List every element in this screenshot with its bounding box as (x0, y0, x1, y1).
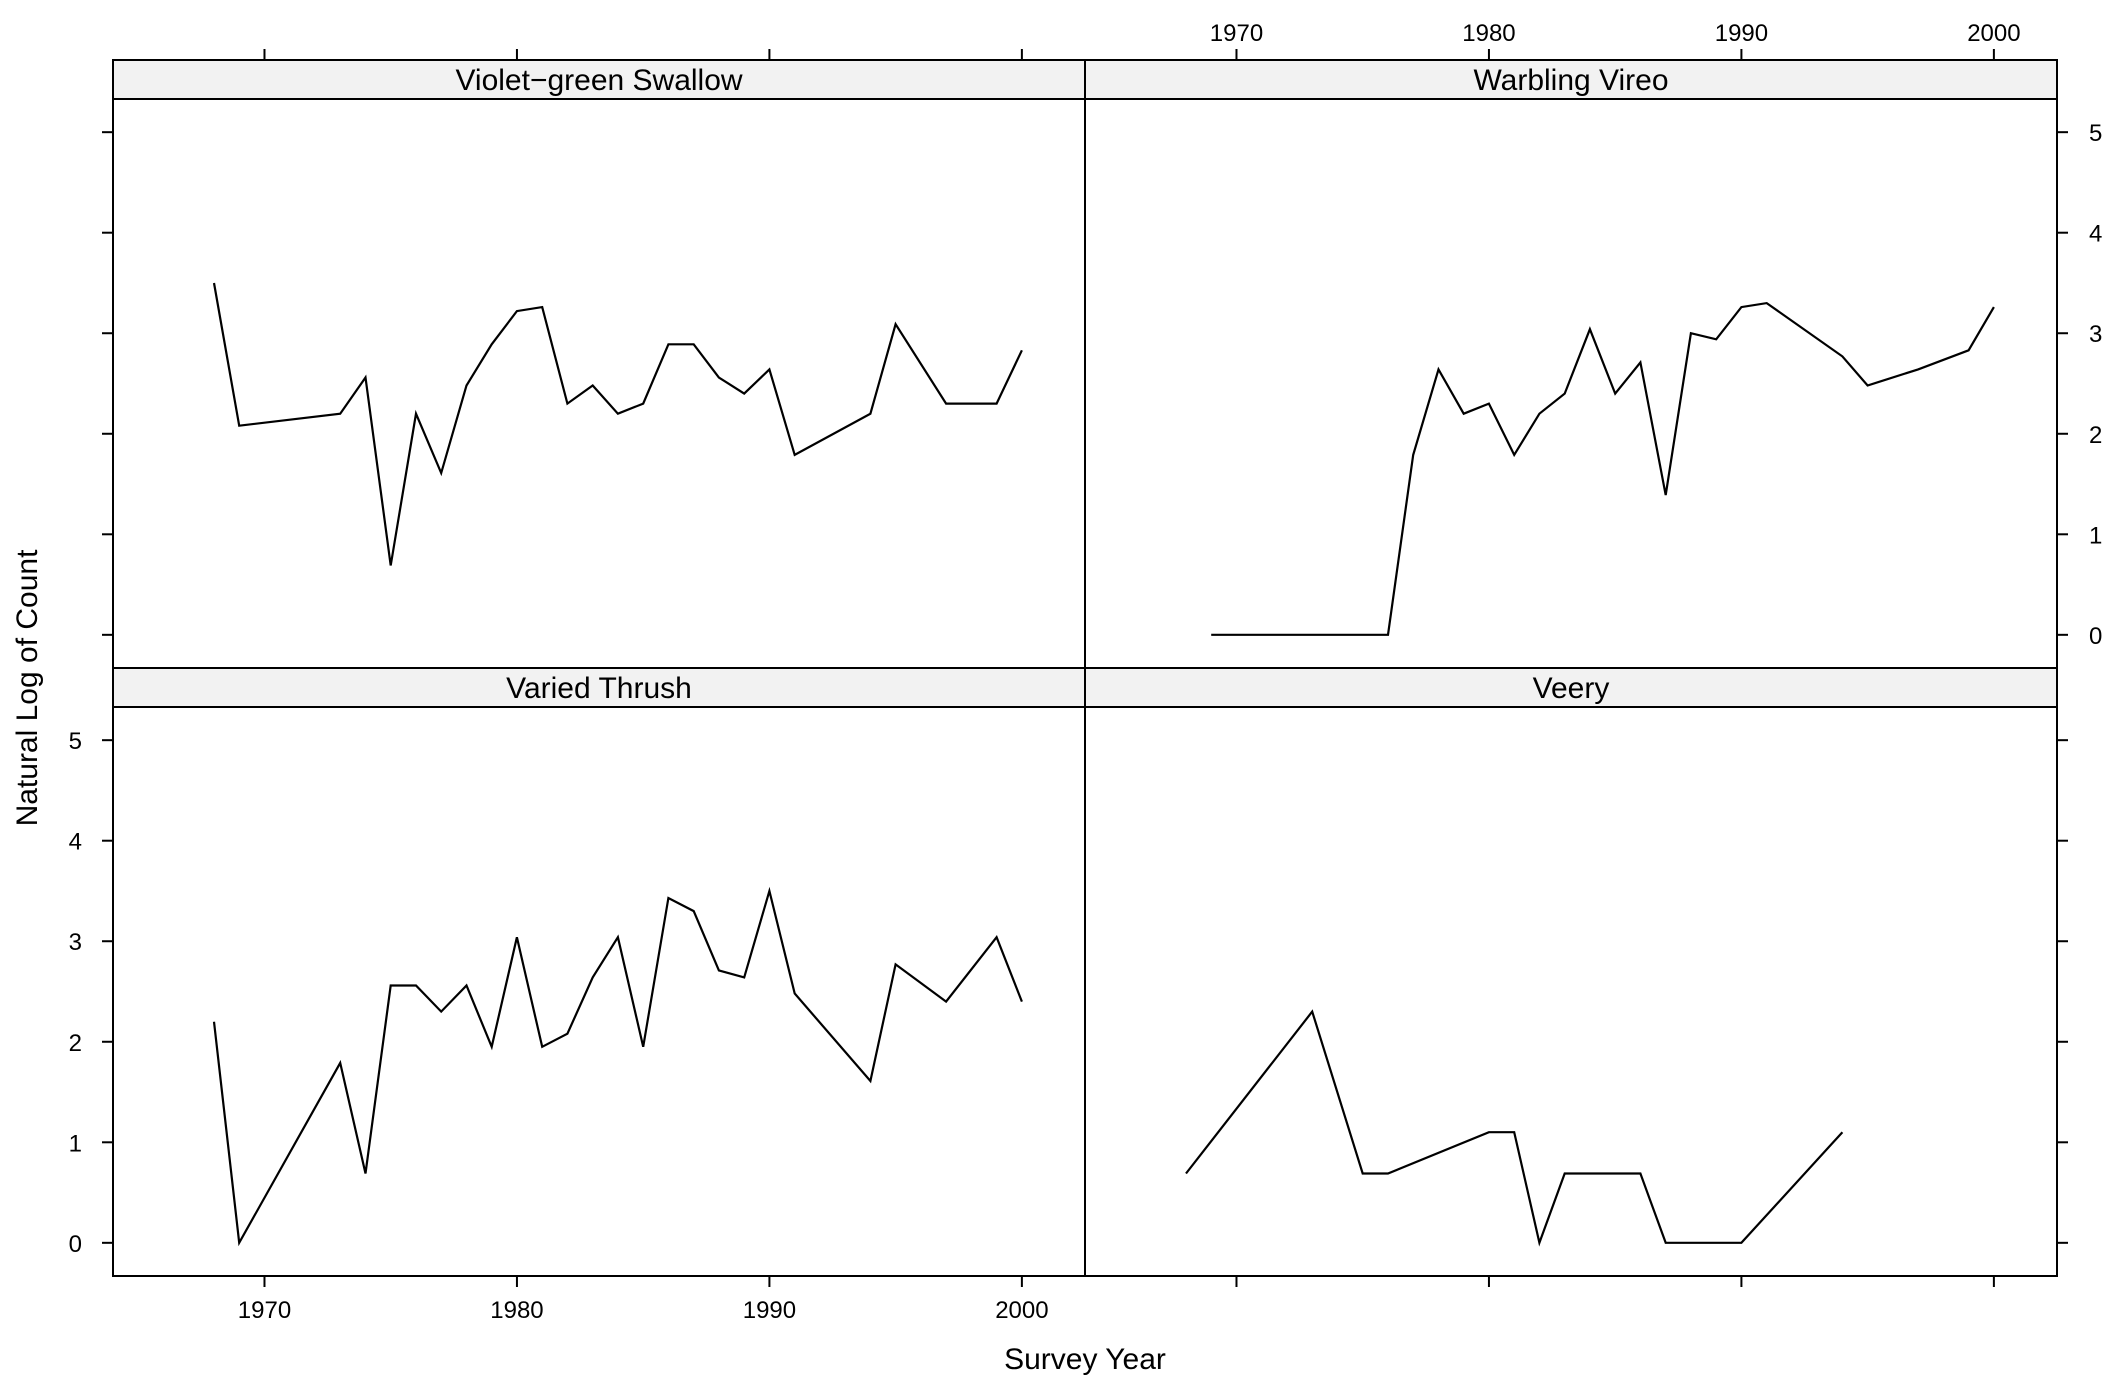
y-axis-title: Natural Log of Count (11, 549, 44, 827)
tick-label: 1 (69, 1130, 82, 1157)
tick-label: 1990 (743, 1297, 796, 1324)
tick-label: 1980 (490, 1297, 543, 1324)
series-line (212, 886, 1023, 1247)
tick-label: 0 (2089, 623, 2102, 650)
tick-label: 5 (69, 728, 82, 755)
tick-label: 2 (69, 1030, 82, 1057)
tick-label: 1970 (1210, 20, 1263, 47)
tick-label: 1980 (1462, 20, 1515, 47)
tick-label: 2000 (1967, 20, 2020, 47)
axes-layer: 1970 1970 1980 1980 1990 1990 2000 2000 0 0 1 1 2 2 3 3… (69, 20, 2103, 1324)
panels-layer: Violet−green Swallow Warbling Vireo Varied… (112, 59, 2058, 1277)
panel-4: Veery (1084, 667, 2058, 1277)
panel-title: Varied Thrush (506, 672, 692, 705)
panel-strip (1084, 59, 2058, 100)
series-line (1211, 301, 1995, 636)
panel-title: Warbling Vireo (1473, 64, 1668, 97)
panel-frame (1084, 98, 2058, 669)
tick-label: 1 (2089, 522, 2102, 549)
tick-label: 3 (2089, 321, 2102, 348)
panel-3: Varied Thrush (112, 667, 1086, 1277)
panel-2: Warbling Vireo (1084, 59, 2058, 669)
tick-label: 4 (69, 829, 82, 856)
tick-label: 5 (2089, 120, 2102, 147)
x-axis-title: Survey Year (1004, 1343, 1166, 1376)
tick-label: 0 (69, 1231, 82, 1258)
panel-title: Veery (1533, 672, 1610, 705)
tick-label: 2000 (995, 1297, 1048, 1324)
tick-label: 4 (2089, 221, 2102, 248)
panel-strip (112, 59, 1086, 100)
panel-1: Violet−green Swallow (112, 59, 1086, 669)
series-line (212, 282, 1023, 566)
tick-label: 2 (2089, 422, 2102, 449)
panel-frame (112, 98, 1086, 669)
tick-label: 1990 (1715, 20, 1768, 47)
panel-frame (1084, 706, 2058, 1277)
panel-frame (112, 706, 1086, 1277)
panel-title: Violet−green Swallow (455, 64, 742, 97)
tick-label: 3 (69, 929, 82, 956)
tick-label: 1970 (238, 1297, 291, 1324)
series-line (1185, 1009, 1844, 1247)
panel-strip (1084, 667, 2058, 708)
